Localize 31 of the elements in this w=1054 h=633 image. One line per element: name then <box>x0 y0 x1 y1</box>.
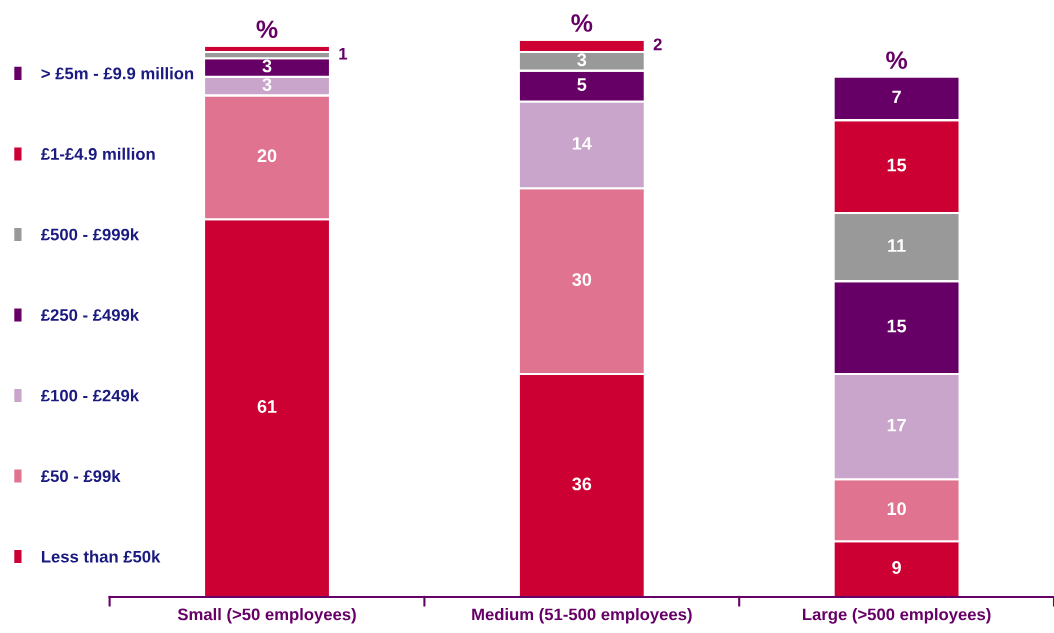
data-label: 30 <box>572 273 592 286</box>
legend-label: £50 - £99k <box>41 469 121 483</box>
data-label: 3 <box>262 59 272 73</box>
data-label: 36 <box>572 477 592 491</box>
data-label: 15 <box>887 319 907 333</box>
data-label: 7 <box>892 90 901 104</box>
legend-label: £500 - £999k <box>41 228 140 241</box>
data-label: 20 <box>257 149 277 163</box>
data-label: 15 <box>887 158 907 172</box>
text: % <box>256 20 278 39</box>
data-label: 2 <box>653 38 662 51</box>
legend-label: £100 - £249k <box>41 389 140 402</box>
x-tick-label: Small (>50 employees) <box>177 608 356 624</box>
legend-label: Less than £50k <box>41 550 161 563</box>
annotation: % <box>886 51 908 70</box>
data-label: 9 <box>892 561 901 574</box>
data-label: 17 <box>887 418 906 432</box>
data-label: 14 <box>572 137 592 150</box>
x-tick-label: Medium (51-500 employees) <box>472 608 692 624</box>
legend-label: £250 - £499k <box>41 308 140 321</box>
data-label: 11 <box>888 239 906 252</box>
data-label: 1 <box>339 47 348 60</box>
legend-label: £1-£4.9 million <box>41 147 155 160</box>
text: % <box>571 14 593 32</box>
x-tick-label: Large (>500 employees) <box>803 608 991 624</box>
legend-label: > £5m - £9.9 million <box>41 67 194 80</box>
data-label: 10 <box>887 502 906 516</box>
data-label: 3 <box>262 78 272 91</box>
data-label: 3 <box>577 53 587 67</box>
data-label: 61 <box>257 400 277 413</box>
data-label: 5 <box>577 78 587 91</box>
